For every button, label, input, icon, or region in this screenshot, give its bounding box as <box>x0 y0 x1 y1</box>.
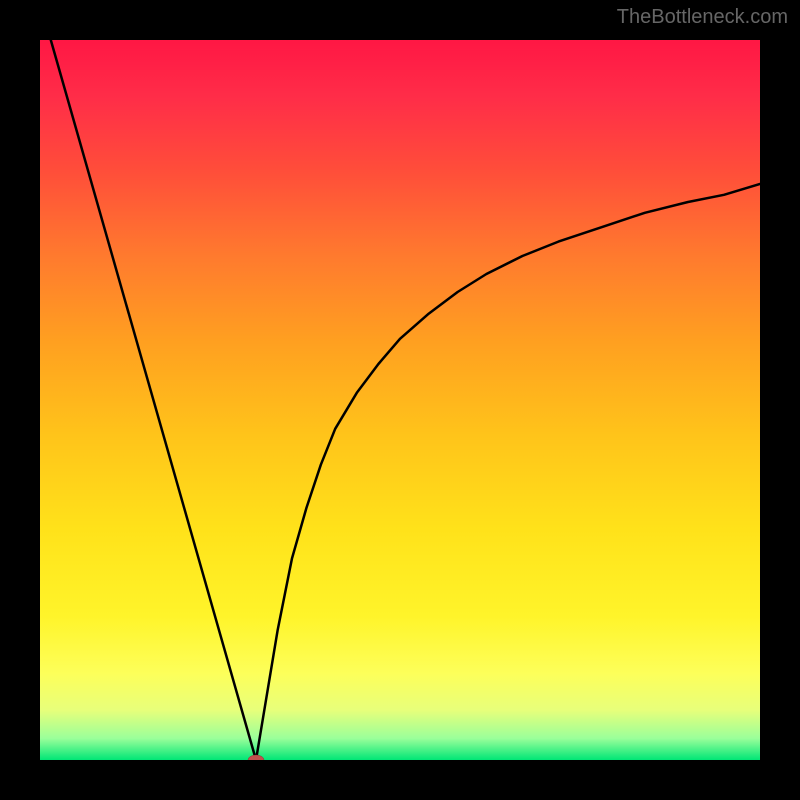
gradient-background <box>40 40 760 760</box>
bottleneck-chart <box>40 40 760 760</box>
chart-container: TheBottleneck.com <box>0 0 800 800</box>
watermark-text: TheBottleneck.com <box>617 6 788 29</box>
plot-area <box>40 40 760 760</box>
